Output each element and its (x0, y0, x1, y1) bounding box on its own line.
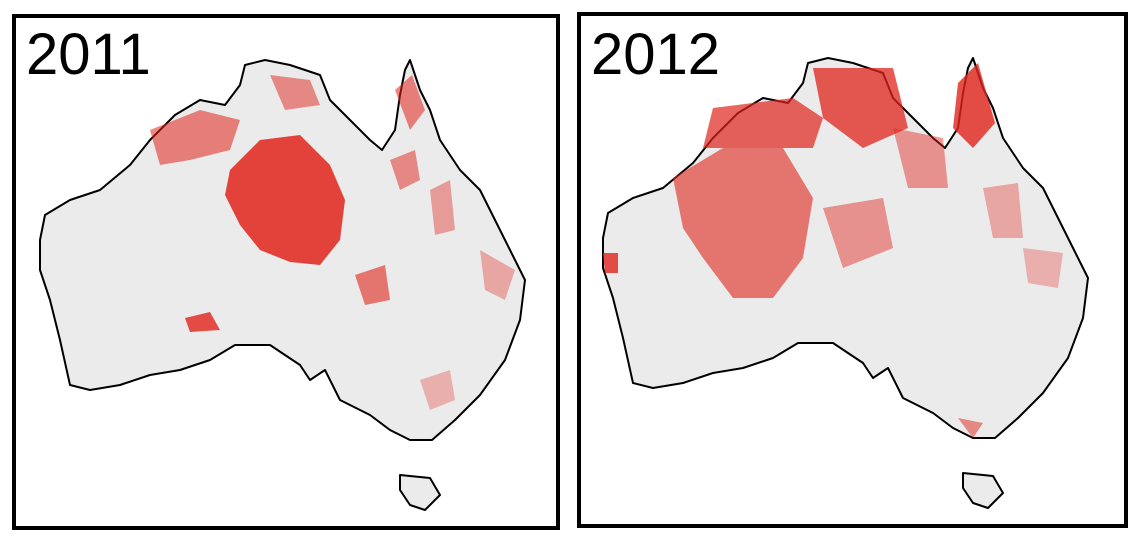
panel-frame (577, 12, 1128, 528)
panel-title: 2012 (591, 22, 720, 87)
australia-map (39, 59, 526, 511)
panel-2012: 2012 (577, 12, 1128, 528)
panel-title: 2011 (26, 22, 151, 87)
panel-2011: 2011 (12, 14, 560, 530)
panel-frame (12, 14, 560, 530)
fire-areas (603, 63, 1063, 438)
fire-areas (150, 75, 515, 410)
